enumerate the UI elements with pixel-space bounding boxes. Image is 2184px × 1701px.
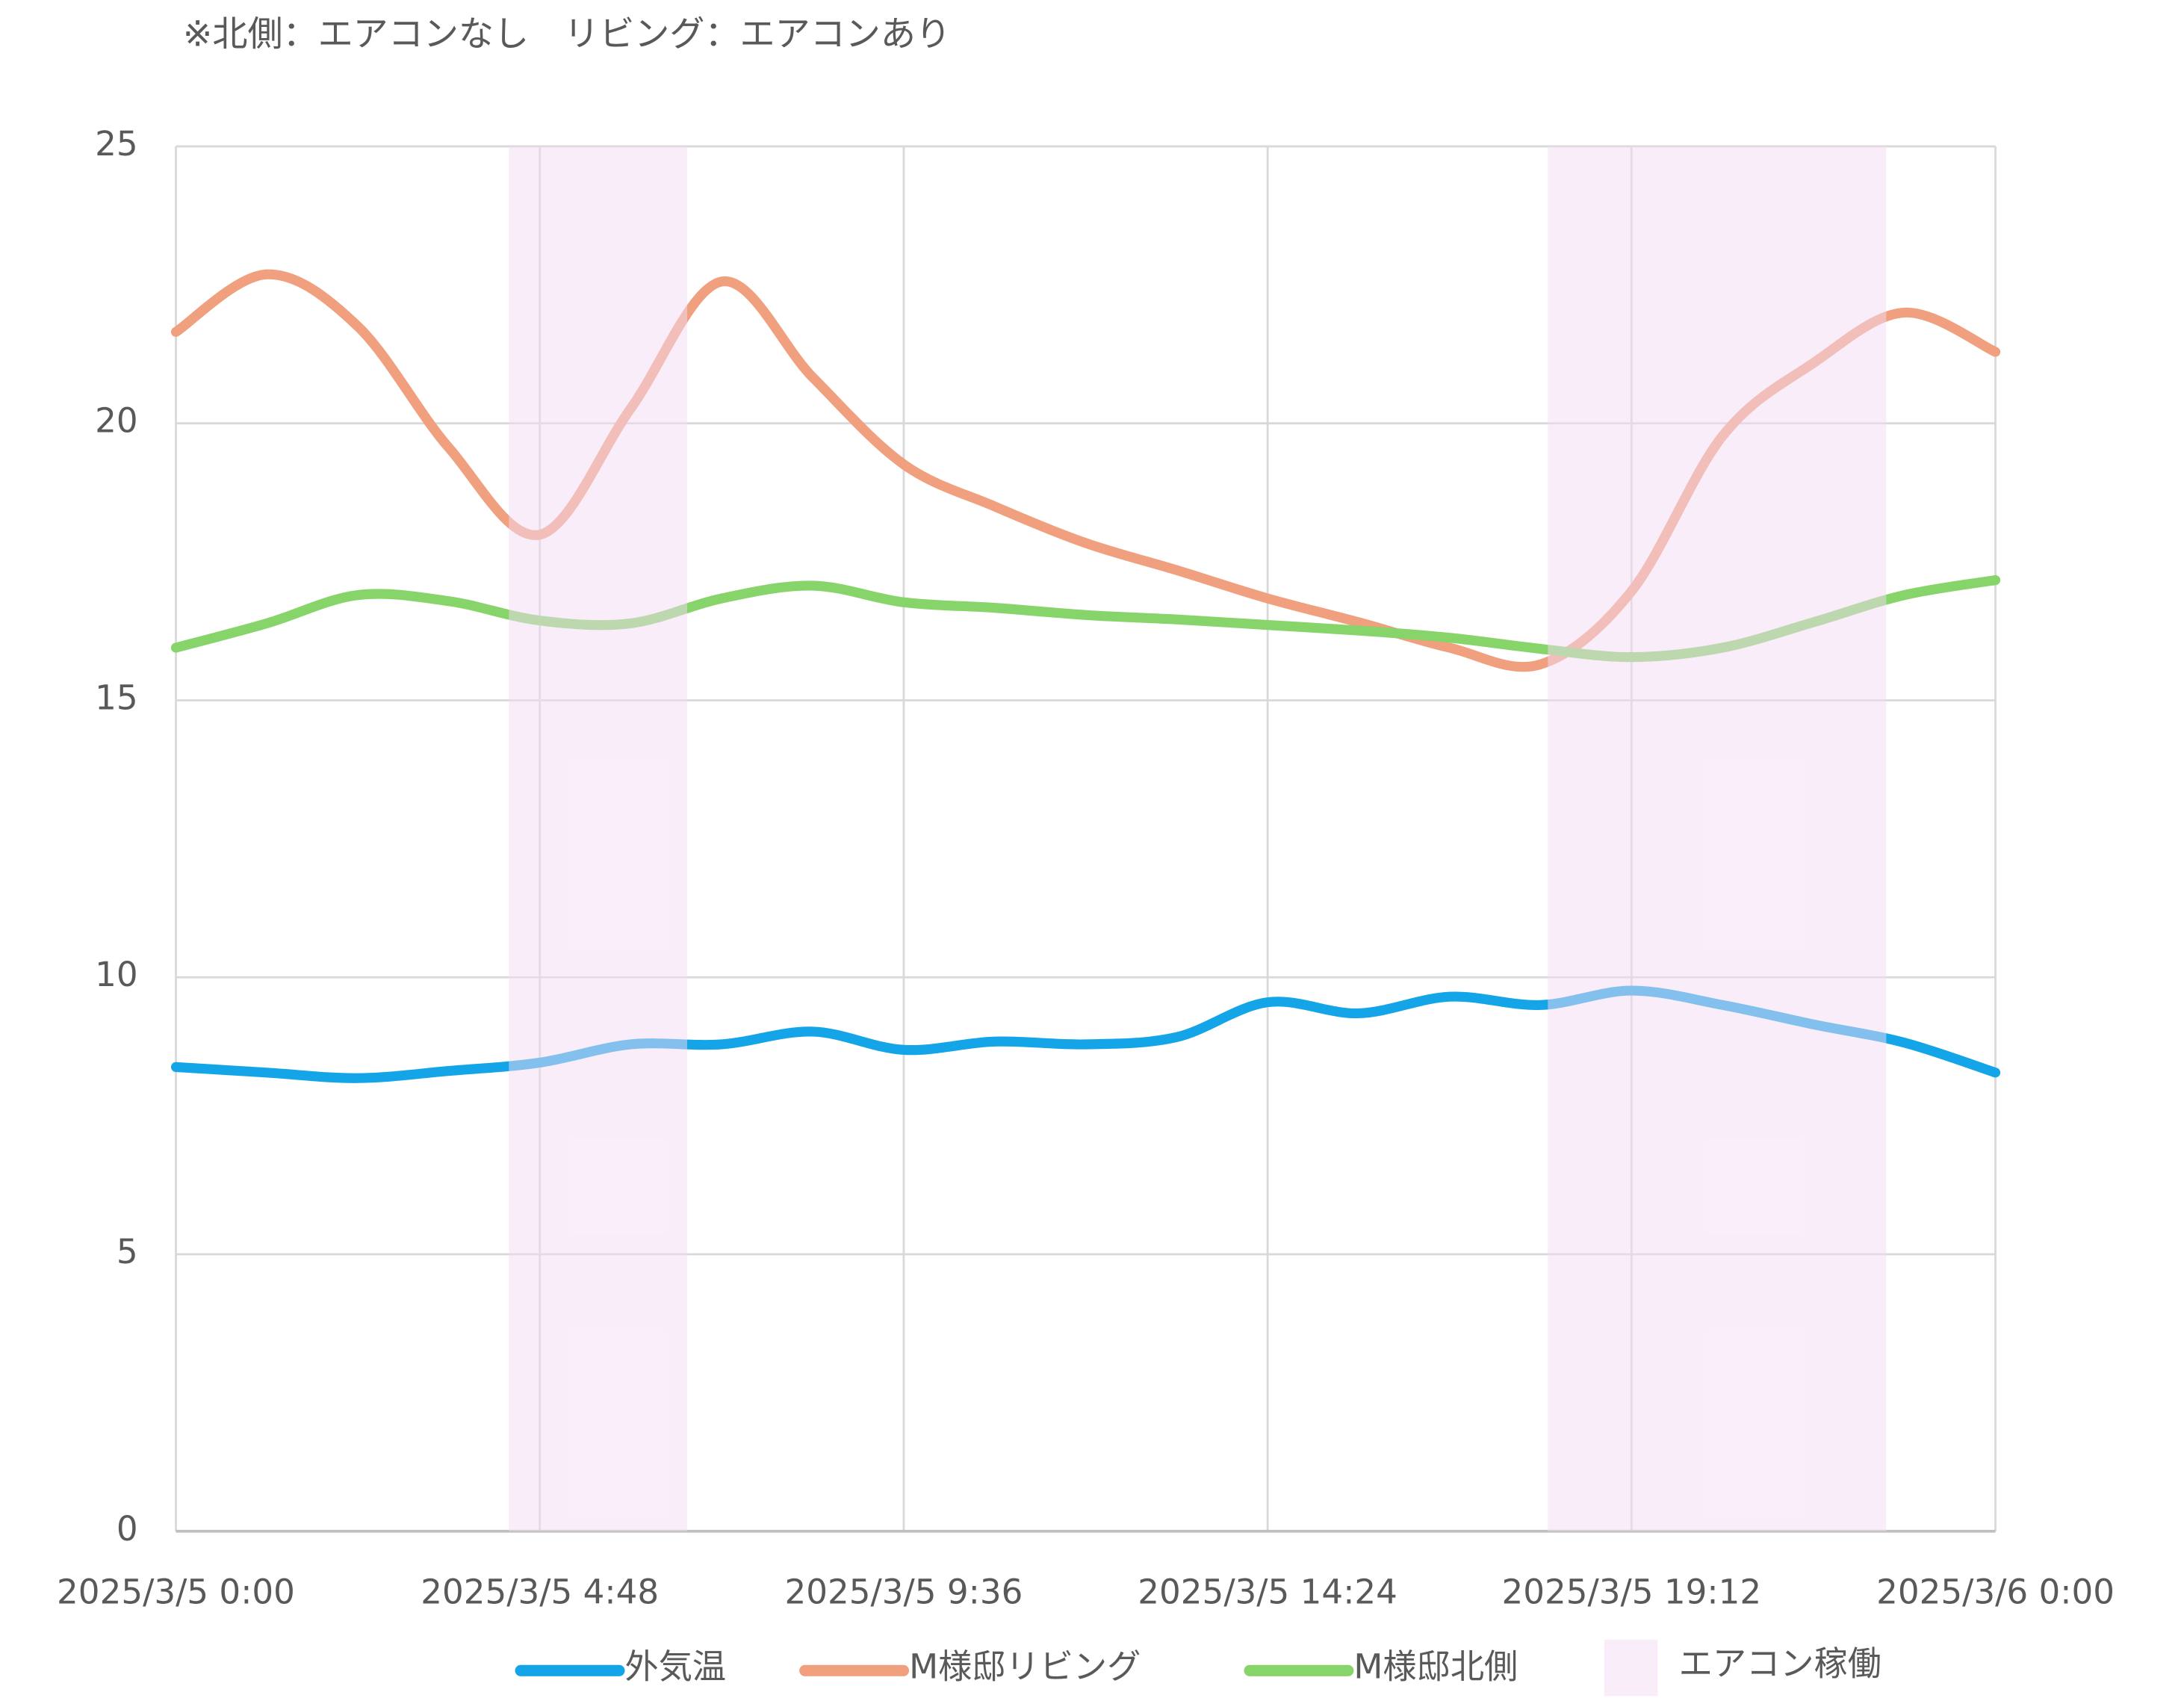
y-tick-label: 15: [95, 678, 138, 717]
legend-label: 外気温: [625, 1646, 727, 1686]
y-tick-label: 20: [95, 401, 138, 441]
x-tick-label: 2025/3/5 0:00: [57, 1573, 295, 1612]
shaded-period: [509, 146, 688, 1531]
legend-label: M様邸リビング: [909, 1646, 1141, 1686]
x-tick-label: 2025/3/6 0:00: [1876, 1573, 2115, 1612]
y-tick-label: 25: [95, 124, 138, 164]
legend-label: M様邸北側: [1353, 1646, 1518, 1686]
chart-subtitle: ※北側：エアコンなし リビング：エアコンあり: [183, 13, 951, 55]
y-tick-label: 10: [95, 955, 138, 994]
x-tick-label: 2025/3/5 4:48: [421, 1573, 659, 1612]
legend-label: エアコン稼働: [1679, 1644, 1881, 1684]
x-tick-label: 2025/3/5 19:12: [1501, 1573, 1761, 1612]
legend-swatch: [1604, 1639, 1658, 1697]
y-tick-label: 5: [117, 1232, 138, 1271]
x-tick-label: 2025/3/5 14:24: [1138, 1573, 1397, 1612]
shaded-period: [1548, 146, 1887, 1531]
y-tick-label: 0: [117, 1509, 138, 1549]
x-tick-label: 2025/3/5 9:36: [784, 1573, 1023, 1612]
